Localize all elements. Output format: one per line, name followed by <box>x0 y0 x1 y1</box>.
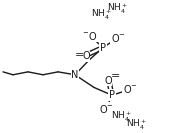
Text: O$^{-}$: O$^{-}$ <box>111 32 125 44</box>
Text: =: = <box>110 71 120 81</box>
Text: P: P <box>109 90 115 100</box>
Text: NH$_4^+$: NH$_4^+$ <box>92 7 112 22</box>
Text: O: O <box>82 51 90 61</box>
Text: =: = <box>74 50 84 60</box>
Text: $^{-}$O: $^{-}$O <box>82 30 98 42</box>
Text: O$^{-}$: O$^{-}$ <box>123 83 137 95</box>
Text: NH$_4^+$: NH$_4^+$ <box>127 117 147 132</box>
Text: NH$_4^+$: NH$_4^+$ <box>111 110 133 124</box>
Text: NH$_4^+$: NH$_4^+$ <box>108 1 128 16</box>
Text: N: N <box>71 70 79 80</box>
Text: P: P <box>100 43 106 53</box>
Text: O: O <box>104 76 112 86</box>
Text: O$^{-}$: O$^{-}$ <box>99 103 113 115</box>
